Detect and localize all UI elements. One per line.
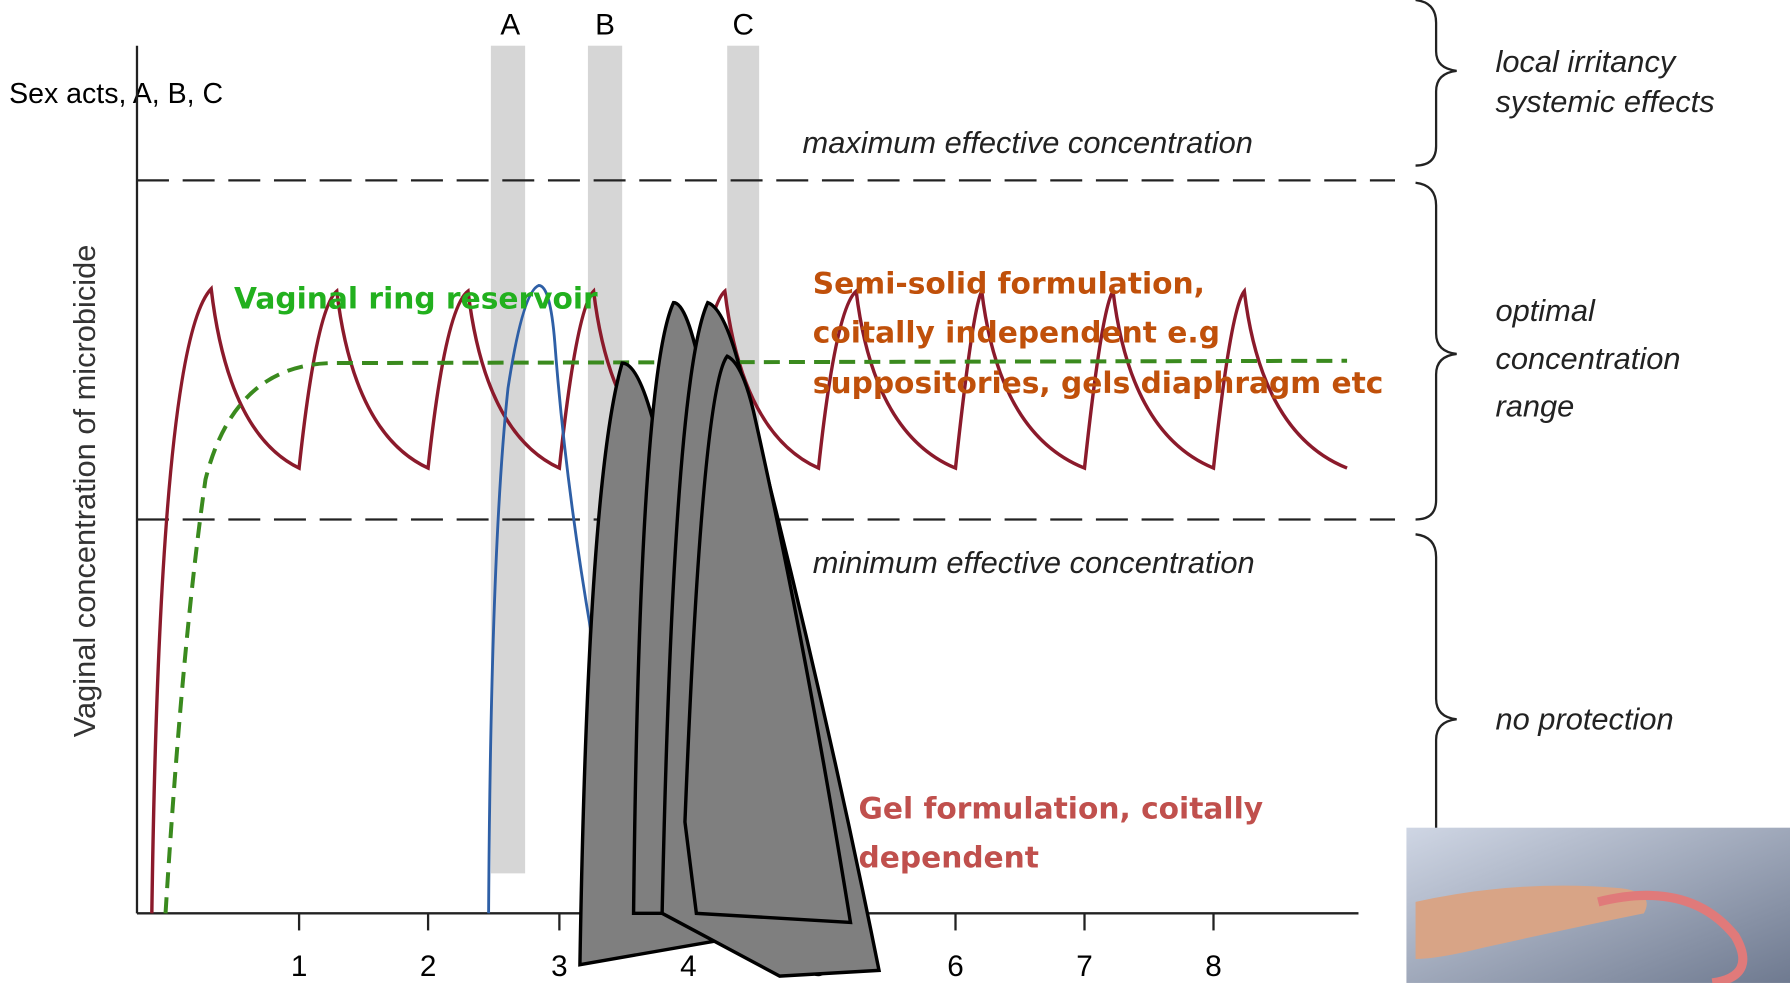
zone-label: no protection (1495, 702, 1673, 737)
x-tick-label: 8 (1205, 950, 1222, 983)
x-tick-label: 7 (1076, 950, 1093, 983)
semi-solid-label: coitally independent e.g (813, 315, 1220, 350)
zone-label: local irritancy (1495, 44, 1676, 79)
x-tick-label: 2 (420, 950, 437, 983)
brace (1415, 181, 1457, 521)
min-label: minimum effective concentration (813, 545, 1255, 580)
legend-note: Sex acts, A, B, C (9, 78, 223, 110)
zone-label: concentration (1495, 341, 1680, 376)
semi-solid-label: suppositories, gels diaphragm etc (813, 365, 1384, 400)
fin (683, 354, 853, 925)
x-tick-label: 6 (947, 950, 964, 983)
gel-curve (487, 284, 593, 914)
ring-curve (163, 358, 1348, 914)
x-ticks: 12345678 (291, 913, 1222, 983)
zone-label: systemic effects (1495, 84, 1714, 119)
y-axis-label: Vaginal concentration of microbicide (67, 245, 102, 738)
max-label: maximum effective concentration (803, 125, 1253, 160)
semi-solid-label: Semi-solid formulation, (813, 265, 1205, 300)
brace (1415, 0, 1457, 167)
gel-label: dependent (858, 840, 1039, 875)
zone-label: range (1495, 389, 1574, 424)
band-label: B (595, 8, 615, 41)
x-tick-label: 1 (291, 950, 308, 983)
ring-label: Vaginal ring reservoir (234, 280, 598, 315)
band-label: C (732, 8, 753, 41)
zone-label: optimal (1495, 293, 1595, 328)
x-tick-label: 3 (551, 950, 568, 983)
band-label: A (500, 8, 520, 41)
band-a (490, 45, 526, 874)
gel-label: Gel formulation, coitally (858, 791, 1263, 826)
photo (1406, 827, 1790, 983)
x-tick-label: 4 (680, 950, 697, 983)
